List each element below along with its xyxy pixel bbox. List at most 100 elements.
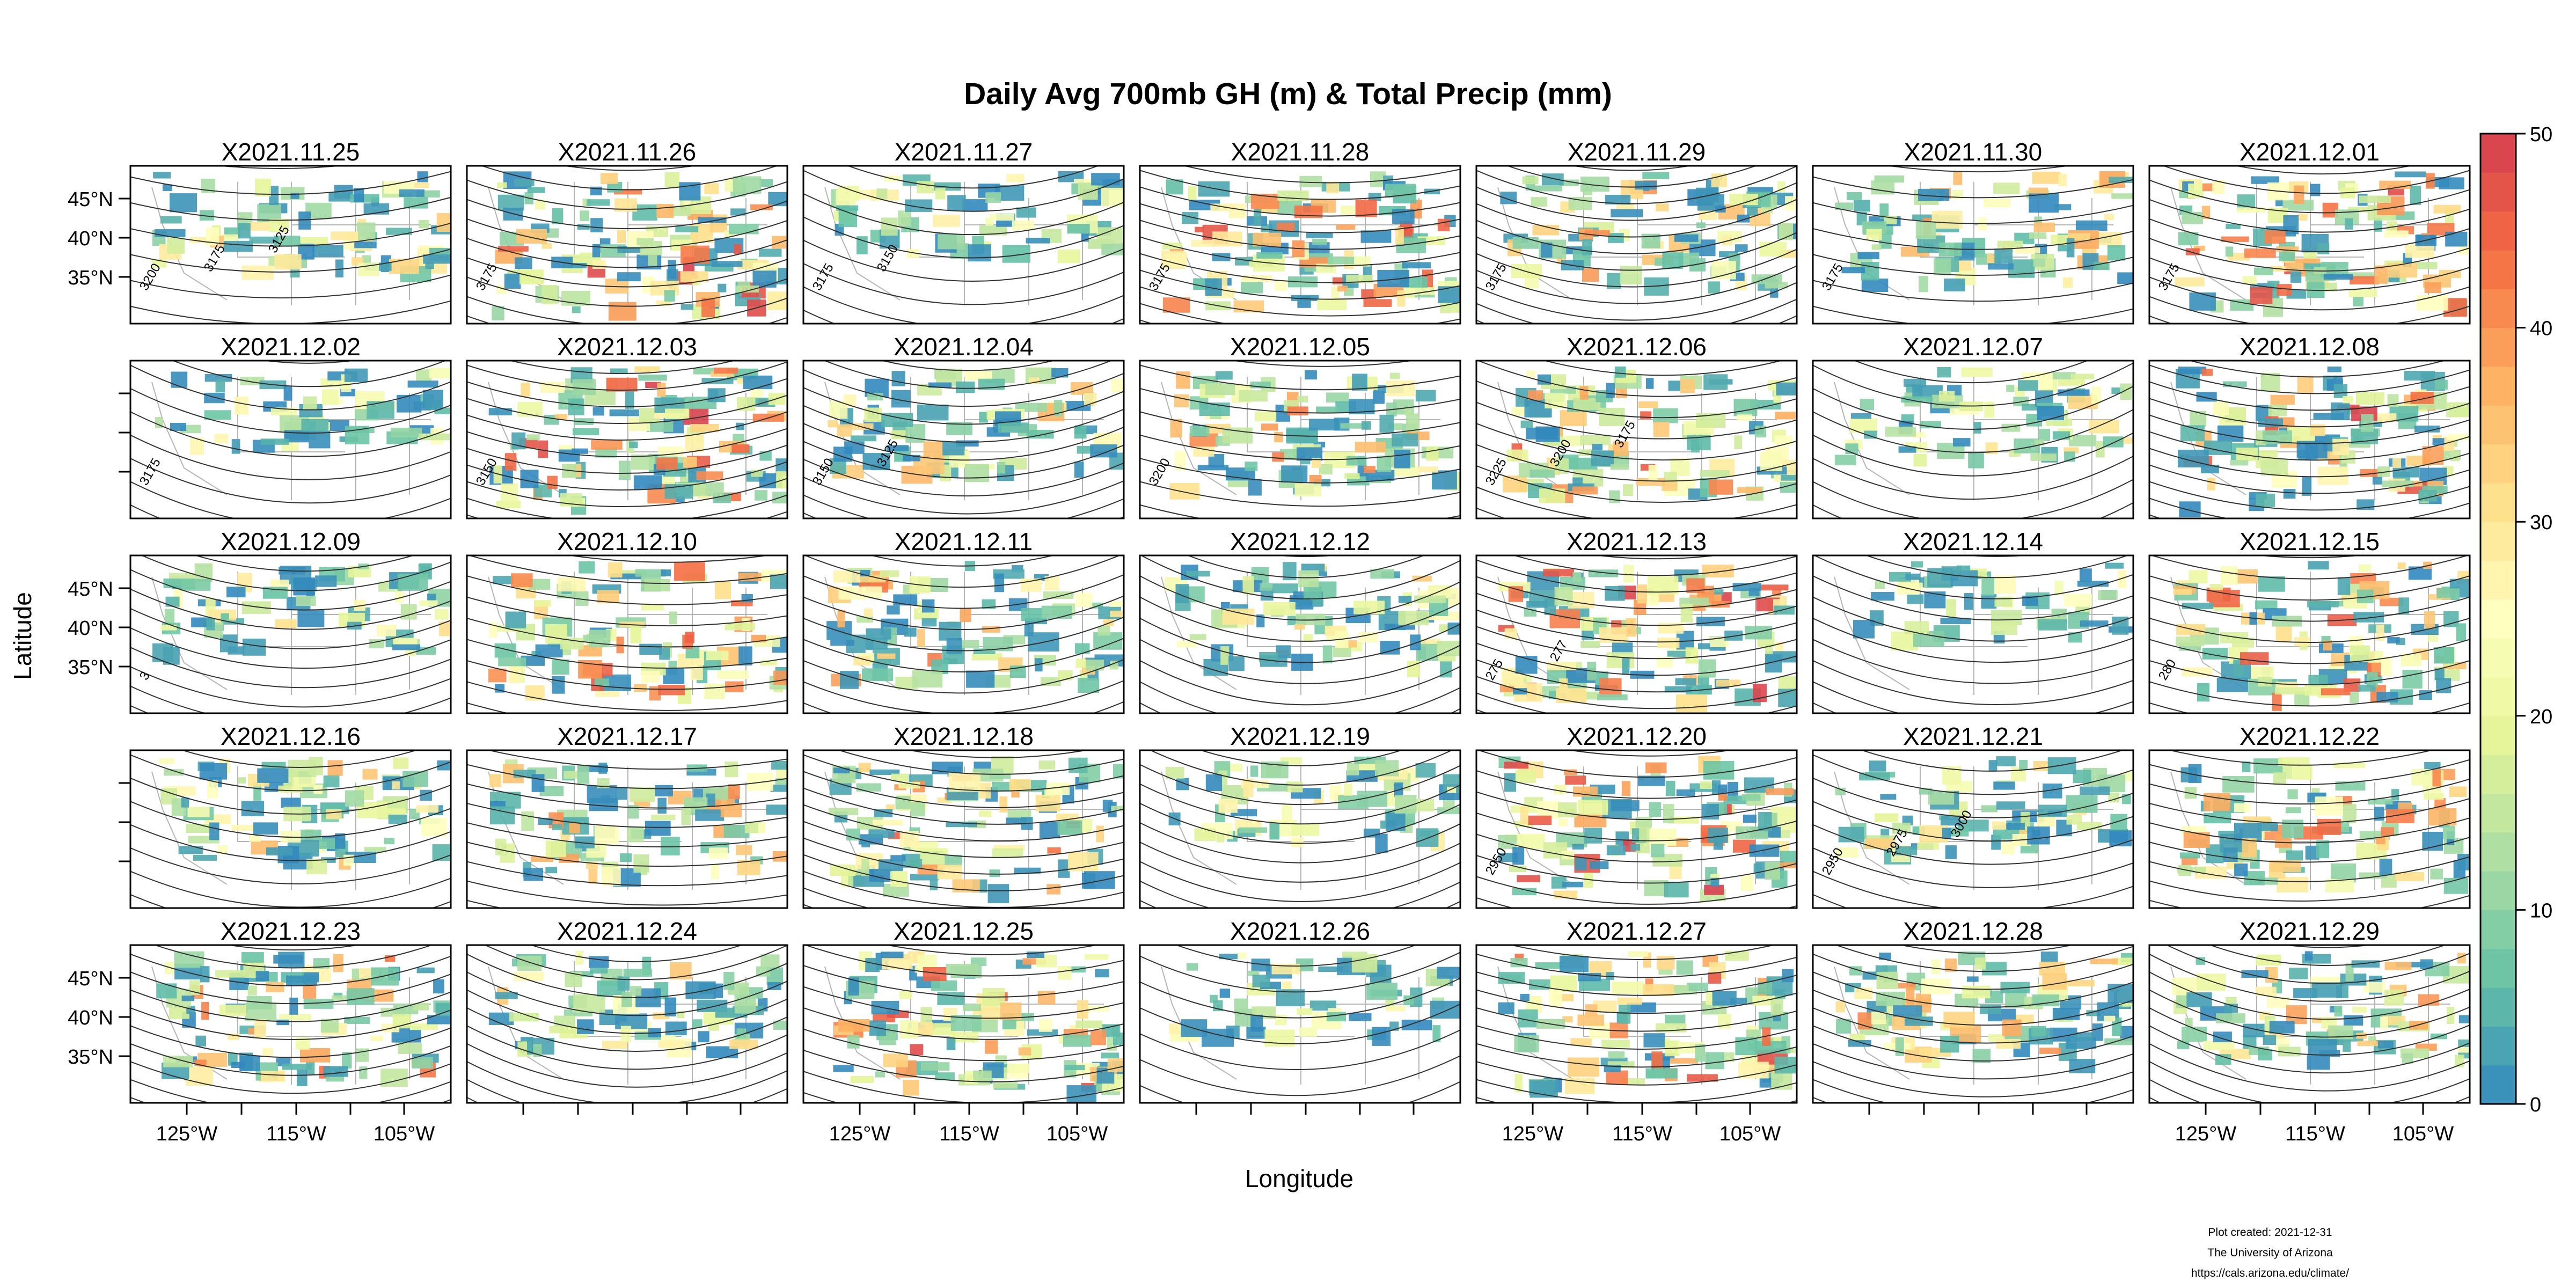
precip-cell [766,804,787,815]
precip-cell [1358,632,1378,642]
precip-cell [1734,435,1743,449]
precip-cell [1216,833,1225,843]
precip-cell [2395,171,2426,178]
gh-contour [1813,801,2133,842]
precip-cell [288,759,317,777]
gh-contour [803,494,1124,518]
precip-cell [404,197,428,209]
precip-cell [490,801,506,807]
precip-cell [1961,367,1993,377]
gh-contour [467,478,787,508]
precip-cell [1750,400,1781,410]
precip-cell [1241,282,1263,294]
panel-frame [129,165,452,325]
panel-date-label: X2021.11.30 [1904,138,2043,166]
gh-contour [1509,945,1776,961]
precip-cell [2277,284,2292,296]
precip-cell [1724,631,1743,641]
gh-contour [480,166,779,191]
precip-cell [631,455,655,470]
gh-contour [130,1025,451,1058]
precip-cell [1312,458,1321,468]
precip-cell [1854,200,1870,212]
gh-contour [2149,681,2470,707]
gh-contour [1140,434,1460,460]
panel-frame [1139,360,1461,519]
precip-cell [1905,573,1920,580]
gh-contour [130,274,451,299]
precip-cell [1857,1012,1872,1030]
precip-cell [1622,484,1634,496]
precip-cell [1866,229,1882,240]
precip-cell [1984,401,1994,418]
map-panel: X2021.12.07 [1812,333,2134,519]
precip-cell [1082,873,1095,889]
precip-cell [708,847,728,859]
precip-cell [2345,218,2353,230]
gh-contour [1476,248,1797,288]
gh-contour [2149,596,2470,622]
precip-cell [711,261,743,267]
precip-cell [1917,842,1939,850]
panel-date-label: X2021.12.12 [1230,528,1370,555]
precip-cell [2218,425,2244,442]
precip-cell [899,991,912,999]
precip-cell [2215,1054,2231,1065]
panel-frame [1812,749,2134,909]
precip-cell [538,440,548,458]
precip-cell [2004,823,2025,830]
precip-cell [1700,470,1730,477]
precip-cell [1343,783,1353,796]
precip-cell [1918,188,1950,201]
precip-cell [301,419,328,432]
precip-cell [1256,614,1265,627]
precip-cell [2457,1047,2470,1053]
precip-cell [2066,815,2082,825]
precip-cell [1759,241,1787,257]
precip-cell [911,802,925,817]
precip-cell [241,601,271,614]
precip-cell [644,579,670,591]
gh-contour [1140,555,1460,599]
precip-cell [2063,447,2079,453]
precip-cell [1175,451,1186,471]
precip-cell [390,427,422,438]
colorbar-step [2480,599,2516,639]
precip-cell [1635,181,1657,190]
precip-cell [1773,605,1795,615]
precip-cell [554,414,568,420]
precip-cell [1012,221,1034,230]
precip-cell [2220,566,2238,585]
gh-contour [1864,555,2129,579]
precip-cell [1696,617,1725,626]
precip-cell [943,658,958,664]
precip-cell [409,182,429,188]
precip-cell [254,1019,267,1038]
precip-cell [965,464,989,482]
panel-date-label: X2021.12.21 [1903,722,2043,750]
precip-cell [1318,966,1343,972]
precip-cell [2032,994,2060,1007]
precip-cell [306,859,327,875]
gh-contour [467,783,787,809]
precip-cell [1579,978,1610,991]
precip-cell [577,224,590,230]
gh-contour [1182,166,1460,184]
precip-cell [1296,958,1314,971]
precip-cell [1579,386,1589,400]
precip-cell [2379,859,2392,875]
precip-cell [1687,1074,1718,1082]
precip-cell [2368,799,2393,804]
precip-cell [946,964,978,975]
precip-cell [2335,781,2366,791]
precip-cell [872,819,903,825]
gh-contour [1140,639,1460,684]
gh-contour [1186,555,1425,579]
precip-cell [1077,1000,1088,1019]
precip-cell [353,188,364,202]
precip-cell [2278,757,2310,766]
precip-cell [1945,845,1957,859]
gh-contour [467,822,787,847]
